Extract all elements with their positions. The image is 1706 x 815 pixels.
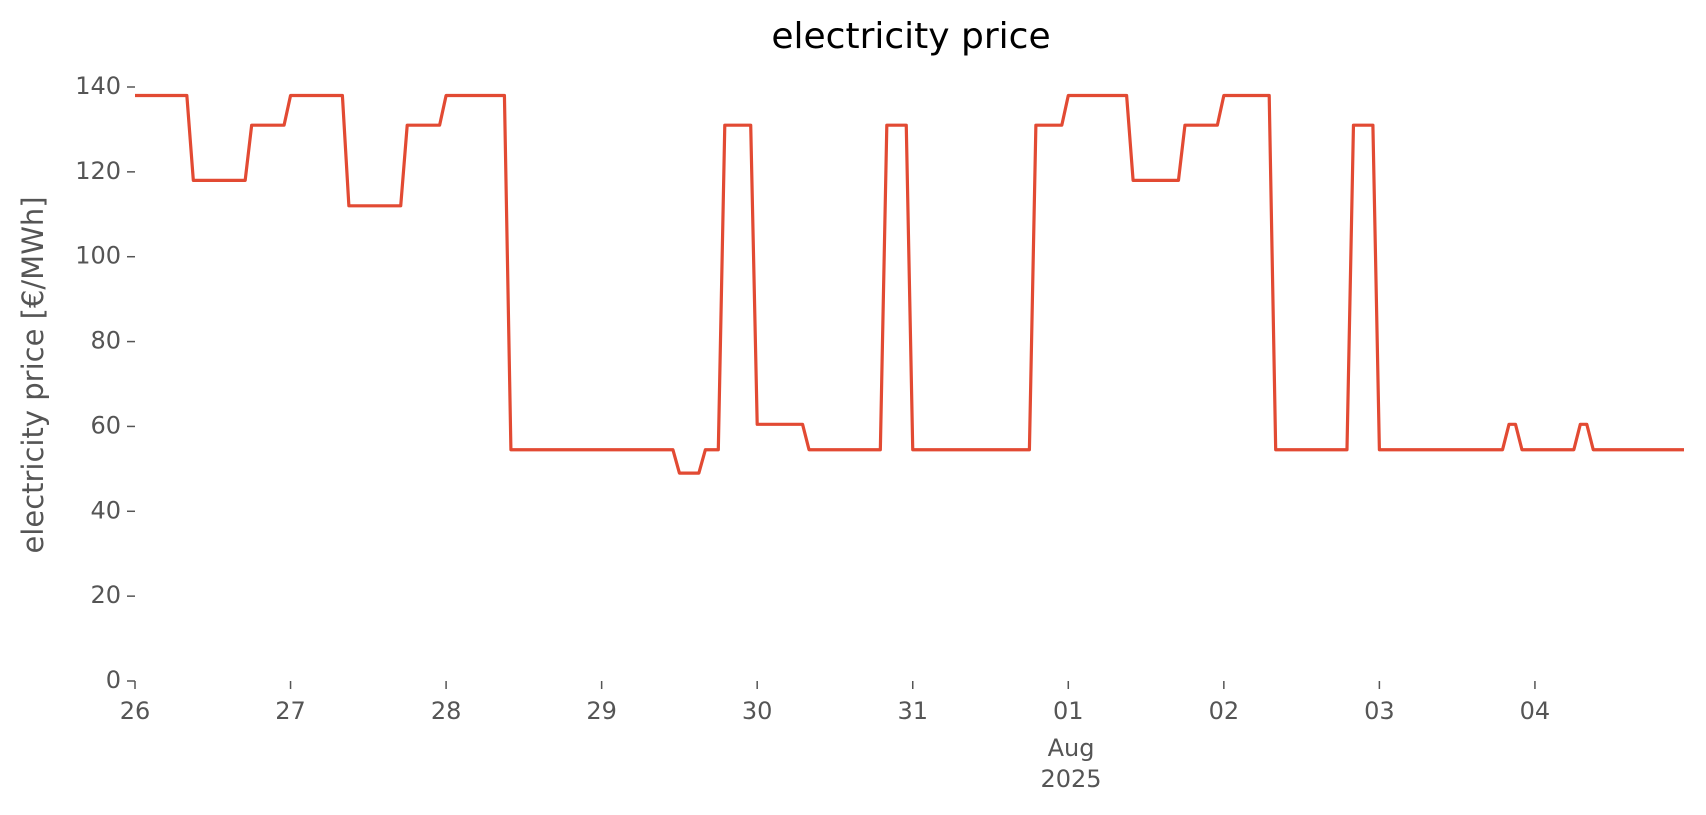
x-tick-label: 04	[1520, 697, 1551, 725]
y-tick-label: 140	[75, 72, 121, 100]
chart-title: electricity price	[771, 16, 1050, 57]
x-year-label: 2025	[1040, 765, 1101, 793]
x-tick-label: 27	[275, 697, 306, 725]
x-tick-label: 29	[586, 697, 617, 725]
price-line	[135, 93, 1684, 475]
x-tick-label: 03	[1364, 697, 1395, 725]
y-tick-label: 120	[75, 157, 121, 185]
x-tick-label: 26	[120, 697, 151, 725]
y-tick-label: 20	[90, 581, 121, 609]
x-month-label: Aug	[1048, 734, 1095, 762]
x-tick-label: 02	[1209, 697, 1240, 725]
x-tick-label: 31	[897, 697, 928, 725]
x-tick-label: 28	[431, 697, 462, 725]
y-tick-label: 0	[106, 666, 121, 694]
y-axis-label: electricity price [€/MWh]	[16, 196, 50, 553]
y-tick-label: 80	[90, 327, 121, 355]
y-tick-label: 40	[90, 496, 121, 524]
x-tick-label: 30	[742, 697, 773, 725]
y-tick-label: 60	[90, 411, 121, 439]
y-tick-label: 100	[75, 242, 121, 270]
x-tick-label: 01	[1053, 697, 1084, 725]
